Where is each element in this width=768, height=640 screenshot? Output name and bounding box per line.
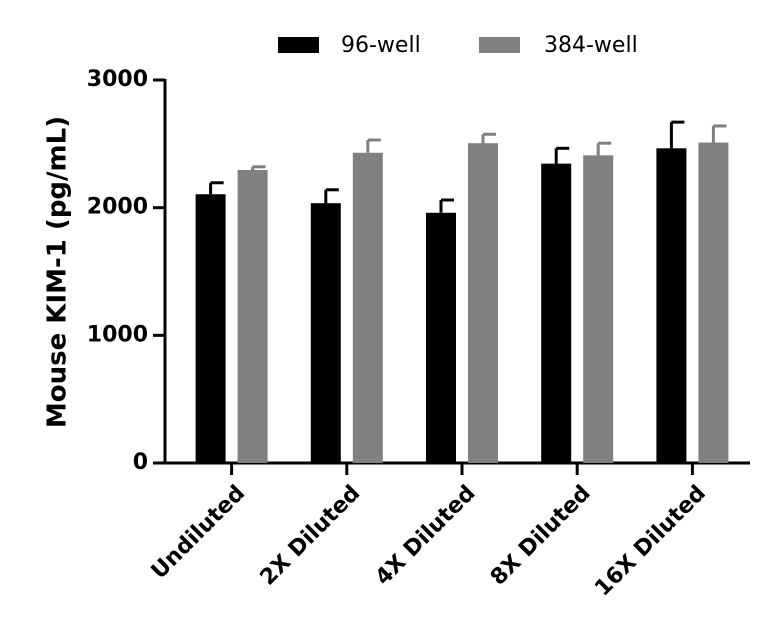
- y-tick-label: 2000: [87, 195, 148, 220]
- y-tick-label: 0: [133, 450, 148, 475]
- bar: [310, 203, 341, 463]
- chart-legend: 96-well 384-well: [278, 33, 638, 58]
- bar: [541, 163, 572, 463]
- x-category-label: 8X Diluted: [486, 481, 596, 591]
- legend-label: 96-well: [341, 33, 421, 58]
- bar: [426, 212, 456, 463]
- bar: [237, 170, 268, 463]
- x-axis: Undiluted 2X Diluted 4X Diluted 8X Diluted1…: [147, 461, 750, 602]
- y-axis-title: Mouse KIM-1 (pg/mL): [43, 116, 73, 428]
- x-category-label: 4X Diluted: [371, 481, 481, 591]
- bar: [583, 155, 614, 463]
- bar: [698, 142, 729, 463]
- legend-swatch: [278, 37, 319, 53]
- y-axis: 0 1000 2000 3000: [87, 67, 167, 475]
- x-category-label: 16X Diluted: [590, 481, 711, 602]
- bar: [352, 152, 383, 463]
- bar: [468, 143, 498, 463]
- legend-swatch: [479, 37, 520, 53]
- y-tick-label: 3000: [87, 67, 148, 92]
- bars-group: [195, 120, 729, 464]
- y-axis-title-group: Mouse KIM-1 (pg/mL): [43, 116, 73, 428]
- y-tick-label: 1000: [87, 322, 148, 347]
- legend-label: 384-well: [544, 33, 638, 58]
- bar: [656, 148, 687, 463]
- x-category-label: Undiluted: [147, 481, 250, 584]
- x-category-label: 2X Diluted: [256, 481, 366, 591]
- bar: [195, 194, 226, 464]
